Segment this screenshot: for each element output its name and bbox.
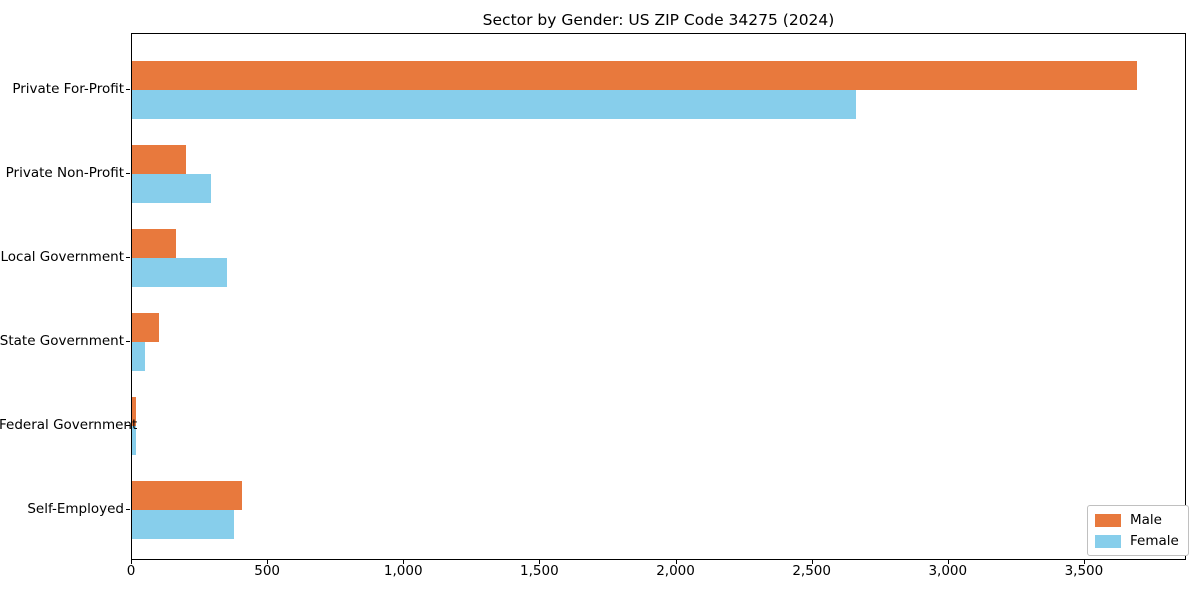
legend: Male Female: [1087, 505, 1189, 556]
y-axis-labels: Private For-Profit Private Non-Profit Loca…: [0, 33, 138, 560]
x-tick-label-1-500: 1,500: [520, 563, 559, 579]
bar-male-private-for-profit: [132, 61, 1137, 90]
category-label-private-for-profit: Private For-Profit: [12, 81, 124, 97]
x-tick-label-2-000: 2,000: [656, 563, 695, 579]
bar-female-federal-government: [132, 426, 136, 455]
bar-female-state-government: [132, 342, 145, 371]
x-tick-label-2-500: 2,500: [792, 563, 831, 579]
y-tick-mark: [126, 509, 130, 510]
chart-title: Sector by Gender: US ZIP Code 34275 (202…: [482, 11, 835, 29]
x-tick-label-500: 500: [254, 563, 281, 579]
x-tick-label-1-000: 1,000: [383, 563, 423, 579]
x-tick-mark: [947, 560, 949, 564]
bar-male-private-non-profit: [132, 145, 186, 174]
category-label-self-employed: Self-Employed: [27, 501, 124, 517]
y-tick-mark: [126, 425, 130, 426]
category-label-federal-government: Federal Government: [0, 417, 138, 433]
bar-female-local-government: [132, 258, 227, 287]
x-tick-mark: [131, 560, 132, 564]
x-tick-label-3-500: 3,500: [1064, 563, 1104, 579]
category-label-state-government: State Government: [0, 333, 124, 349]
y-tick-mark: [126, 89, 130, 90]
legend-swatch-female: [1095, 534, 1121, 548]
legend-item-male: Male: [1095, 512, 1179, 528]
bar-male-self-employed: [132, 481, 242, 510]
legend-label-female: Female: [1130, 533, 1179, 549]
y-tick-mark: [126, 341, 130, 342]
category-label-private-non-profit: Private Non-Profit: [5, 165, 124, 181]
legend-label-male: Male: [1130, 512, 1162, 528]
plot-area: [131, 33, 1186, 560]
x-tick-mark: [811, 560, 813, 564]
y-tick-mark: [126, 173, 130, 174]
bar-female-private-for-profit: [132, 90, 856, 119]
bar-female-private-non-profit: [132, 174, 211, 203]
y-tick-mark: [126, 257, 130, 258]
bar-male-state-government: [132, 313, 159, 342]
x-tick-label-0: 0: [126, 563, 136, 579]
legend-item-female: Female: [1095, 533, 1179, 549]
x-tick-label-3-000: 3,000: [928, 563, 968, 579]
x-tick-mark: [539, 560, 541, 564]
x-tick-mark: [1083, 560, 1085, 564]
bar-female-self-employed: [132, 510, 234, 539]
bar-male-federal-government: [132, 397, 136, 426]
x-tick-mark: [675, 560, 677, 564]
x-tick-mark: [403, 560, 405, 564]
bar-male-local-government: [132, 229, 176, 258]
legend-swatch-male: [1095, 513, 1121, 527]
category-label-local-government: Local Government: [0, 249, 124, 265]
x-tick-mark: [267, 560, 269, 564]
